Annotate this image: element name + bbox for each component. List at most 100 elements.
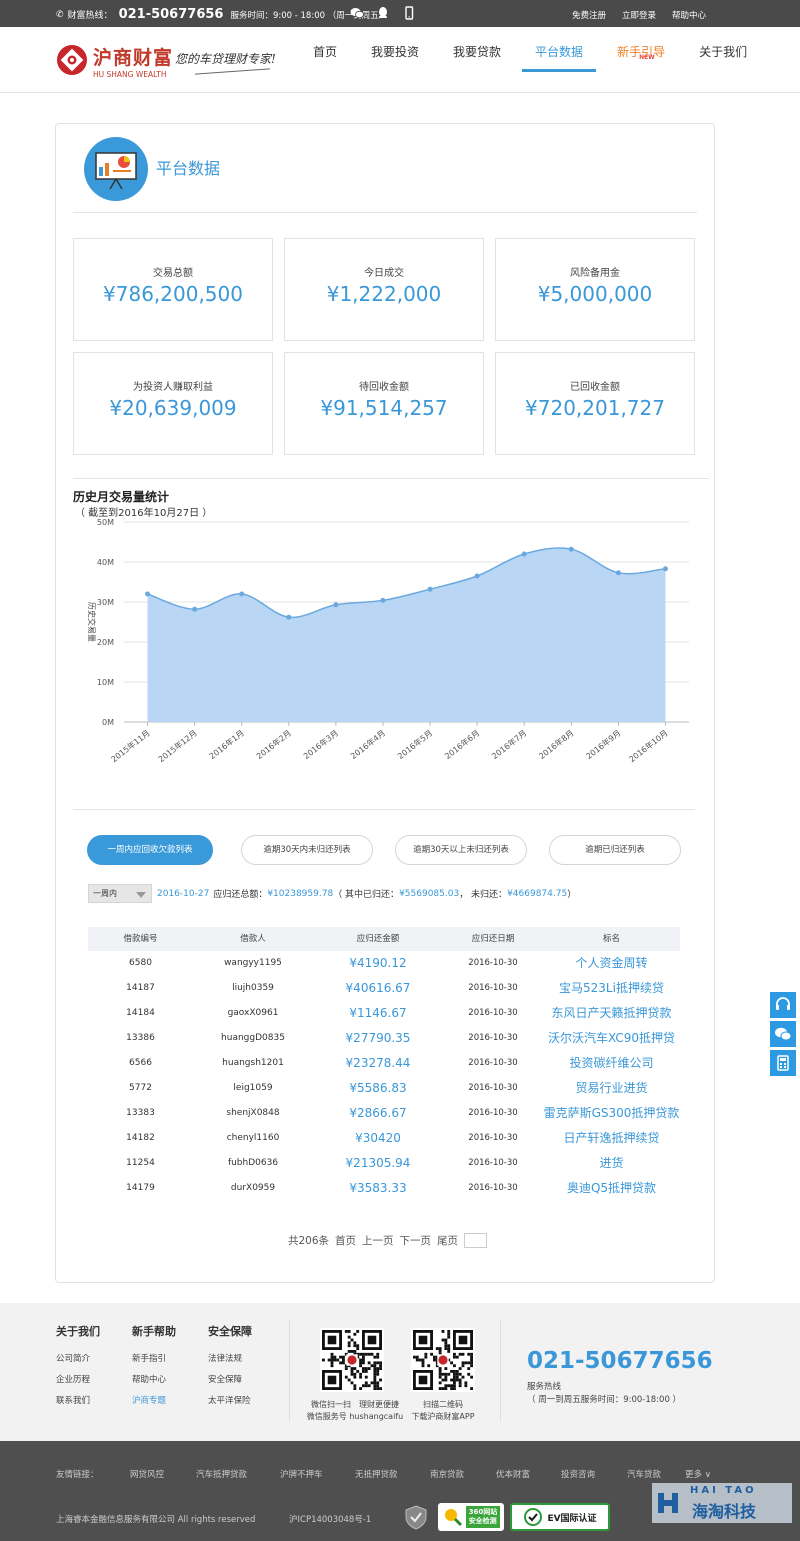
footer-link[interactable]: 沪商专题 [132,1396,167,1406]
cell-title[interactable]: 奥迪Q5抵押贷款 [566,1181,657,1195]
cell-due-date: 2016-10-30 [468,1058,518,1068]
watermark-en: HAI TAO [690,1485,757,1496]
cell-amount: ¥5586.83 [349,1081,407,1095]
cell-title[interactable]: 贸易行业进货 [575,1081,648,1095]
friend-link[interactable]: 汽车抵押贷款 [196,1470,248,1480]
nav-invest[interactable]: 我要投资 [371,45,420,59]
footer-link[interactable]: 太平洋保险 [208,1396,251,1406]
qq-icon[interactable] [376,6,390,20]
stat-card: 风险备用金 ¥5,000,000 [495,238,695,341]
cell-borrower: gaoxX0961 [227,1008,279,1018]
col-loan-id: 借款编号 [123,934,158,944]
data-point [474,573,480,579]
cell-title[interactable]: 日产轩逸抵押续贷 [563,1131,660,1145]
register-link[interactable]: 免费注册 [572,11,607,21]
page-jump-input[interactable] [464,1233,488,1248]
x-tick-label: 2016年9月 [584,728,623,761]
footer-help: 新手帮助 新手指引 帮助中心 沪商专题 [132,1323,176,1415]
table-row: 13386 huanggD0835 ¥27790.35 2016-10-30 沃尔沃汽车… [88,1026,680,1051]
footer-link[interactable]: 企业历程 [56,1375,91,1385]
y-tick-label: 0M [102,718,114,727]
stat-card: 今日成交 ¥1,222,000 [284,238,484,341]
cell-title[interactable]: 雷克萨斯GS300抵押贷款 [543,1106,680,1120]
badge-360-line2: 安全检测 [468,1517,497,1525]
stat-value: ¥1,222,000 [326,282,442,306]
x-tick-label: 2016年4月 [348,728,387,761]
pager-last[interactable]: 尾页 [437,1235,459,1247]
service-hours: 服务时间：9:00 - 18:00 （周一到周五） [230,10,388,21]
ev-cert-badge[interactable]: EV国际认证 [510,1503,610,1531]
help-center-link[interactable]: 帮助中心 [672,11,707,21]
nav-loan[interactable]: 我要贷款 [453,45,502,59]
presentation-board-icon [84,137,148,201]
footer-link[interactable]: 法律法规 [208,1354,243,1364]
col-amount: 应归还金额 [356,934,400,944]
pager-first[interactable]: 首页 [335,1235,357,1247]
period-select[interactable]: 一周内 [88,884,152,903]
security-360-badge[interactable]: 360网站 安全检测 [438,1503,504,1531]
friend-link[interactable]: 优本财富 [496,1470,531,1480]
footer-link[interactable]: 安全保障 [208,1375,243,1385]
header: 沪商财富 HU SHANG WEALTH 您的车贷理财专家! 首页 我要投资 我… [0,27,800,93]
footer-divider [289,1321,290,1421]
pager-next[interactable]: 下一页 [399,1235,432,1247]
x-tick-label: 2016年6月 [443,728,482,761]
nav-platform-data[interactable]: 平台数据 [522,27,597,93]
wechat-icon[interactable] [350,6,364,20]
stat-label: 已回收金额 [570,382,620,393]
tab-overdue-returned[interactable]: 逾期已归还列表 [549,835,681,865]
pager-prev[interactable]: 上一页 [362,1235,394,1247]
footer-link[interactable]: 新手指引 [132,1354,167,1364]
login-link[interactable]: 立即登录 [622,11,657,21]
friend-link[interactable]: 南京贷款 [430,1470,465,1480]
footer-link[interactable]: 帮助中心 [132,1375,167,1385]
nav-beginner-guide[interactable]: 新手引导 NEW [604,27,678,93]
nav-home[interactable]: 首页 [313,45,338,59]
data-point [615,570,621,576]
tab-week-due[interactable]: 一周内应回收欠款列表 [87,835,213,865]
cell-title[interactable]: 东风日产天籁抵押贷款 [551,1006,672,1020]
cell-loan-id: 14184 [126,1008,155,1018]
more-link[interactable]: 更多 ∨ [685,1470,711,1480]
calculator-icon[interactable] [770,1050,796,1076]
cell-loan-id: 5772 [129,1083,152,1093]
cell-title[interactable]: 投资碳纤维公司 [569,1056,654,1070]
slogan: 您的车贷理财专家! [175,52,276,66]
new-badge: NEW [639,54,655,61]
filter-bar: 一周内 2016-10-27 应归还总额： ¥10238959.78 （ 其中已… [88,884,576,903]
table-row: 6580 wangyy1195 ¥4190.12 2016-10-30 个人资金周转 [88,951,680,976]
tab-overdue-30-over[interactable]: 逾期30天以上未归还列表 [395,835,527,865]
ev-cert-label: EV国际认证 [547,1513,597,1524]
qr2-caption-line1: 扫描二维码 [423,1400,463,1409]
data-point [521,551,527,557]
cell-title[interactable]: 个人资金周转 [575,956,648,970]
col-title: 标名 [602,934,620,944]
badge-360-line1: 360网站 [468,1508,498,1516]
friend-link[interactable]: 网贷风控 [130,1470,165,1480]
wechat-float-icon[interactable] [770,1021,796,1047]
customer-service-icon[interactable] [770,992,796,1018]
friend-link[interactable]: 投资咨询 [561,1470,596,1480]
cell-title[interactable]: 宝马523Li抵押续贷 [559,981,664,995]
cell-amount: ¥23278.44 [345,1056,411,1070]
cell-title[interactable]: 沃尔沃汽车XC90抵押贷 [548,1031,675,1045]
nav-about[interactable]: 关于我们 [699,45,748,59]
logo-icon[interactable] [55,43,89,77]
shield-badge-icon[interactable] [401,1503,431,1531]
mobile-icon[interactable] [402,6,416,20]
chevron-down-icon [136,892,146,898]
friend-link[interactable]: 汽车贷款 [627,1470,662,1480]
phone-icon: ✆ [56,9,64,20]
footer-link[interactable]: 联系我们 [56,1396,91,1406]
cell-borrower: leig1059 [233,1083,273,1093]
friend-link[interactable]: 沪牌不押车 [280,1470,323,1480]
footer-link[interactable]: 公司简介 [56,1354,91,1364]
data-point [333,602,339,608]
friend-link[interactable]: 无抵押贷款 [355,1470,398,1480]
tab-overdue-30-within[interactable]: 逾期30天内未归还列表 [241,835,373,865]
footer: 关于我们 公司简介 企业历程 联系我们 新手帮助 新手指引 帮助中心 沪商专题 … [0,1303,800,1441]
cell-title[interactable]: 进货 [599,1156,624,1170]
cell-borrower: shenjX0848 [226,1108,280,1118]
data-point [380,597,386,603]
